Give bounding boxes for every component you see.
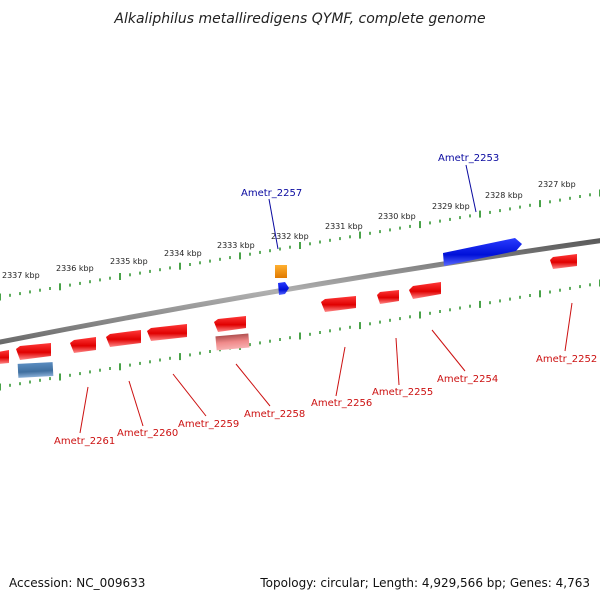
outer-ruler	[0, 189, 600, 301]
kbp-label: 2331 kbp	[325, 222, 363, 231]
label-ametr-2256: Ametr_2256	[311, 398, 372, 409]
gene-ametr-2257[interactable]	[278, 282, 289, 295]
gene-ametr-2255[interactable]	[377, 290, 399, 304]
label-ametr-2255: Ametr_2255	[372, 387, 433, 398]
genome-backbone	[0, 238, 600, 345]
accession-text: Accession: NC_009633	[9, 576, 145, 590]
kbp-label: 2333 kbp	[217, 241, 255, 250]
gene-ametr-2258[interactable]	[214, 316, 246, 332]
topology-text: Topology: circular; Length: 4,929,566 bp…	[259, 576, 590, 590]
label-ametr-2261: Ametr_2261	[54, 436, 115, 447]
gene-trna[interactable]	[275, 265, 287, 278]
gene-ametr-2260[interactable]	[106, 330, 141, 347]
label-ametr-2257: Ametr_2257	[241, 188, 302, 199]
gene-ametr-2253[interactable]	[443, 238, 522, 266]
inner-ruler	[0, 279, 600, 391]
map-title: Alkaliphilus metalliredigens QYMF, compl…	[113, 11, 485, 27]
gene-unlabeled[interactable]	[70, 337, 96, 353]
kbp-label: 2330 kbp	[378, 212, 416, 221]
reverse-leaders	[79, 302, 573, 434]
gene-partial-left[interactable]	[0, 350, 9, 364]
kbp-label: 2334 kbp	[164, 249, 202, 258]
reverse-genes	[0, 254, 577, 378]
kbp-labels: 2327 kbp 2328 kbp 2329 kbp 2330 kbp 2331…	[2, 180, 576, 280]
label-ametr-2253: Ametr_2253	[438, 153, 499, 164]
gene-ametr-2252[interactable]	[550, 254, 577, 269]
label-ametr-2259: Ametr_2259	[178, 419, 239, 430]
gene-ametr-2254[interactable]	[409, 282, 441, 299]
label-ametr-2260: Ametr_2260	[117, 428, 178, 439]
forward-genes	[275, 238, 522, 295]
kbp-label: 2336 kbp	[56, 264, 94, 273]
label-ametr-2252: Ametr_2252	[536, 354, 597, 365]
kbp-label: 2335 kbp	[110, 257, 148, 266]
kbp-label: 2328 kbp	[485, 191, 523, 200]
label-ametr-2254: Ametr_2254	[437, 374, 498, 385]
kbp-label: 2332 kbp	[271, 232, 309, 241]
gene-ametr-2259[interactable]	[147, 324, 187, 341]
kbp-label: 2329 kbp	[432, 202, 470, 211]
label-ametr-2258: Ametr_2258	[244, 409, 305, 420]
gene-rrna[interactable]	[215, 333, 250, 351]
gene-ametr-2256[interactable]	[321, 296, 356, 312]
gene-misc[interactable]	[17, 362, 54, 378]
forward-leaders	[268, 164, 477, 250]
kbp-label: 2327 kbp	[538, 180, 576, 189]
gene-ametr-2261[interactable]	[16, 343, 51, 360]
kbp-label: 2337 kbp	[2, 271, 40, 280]
